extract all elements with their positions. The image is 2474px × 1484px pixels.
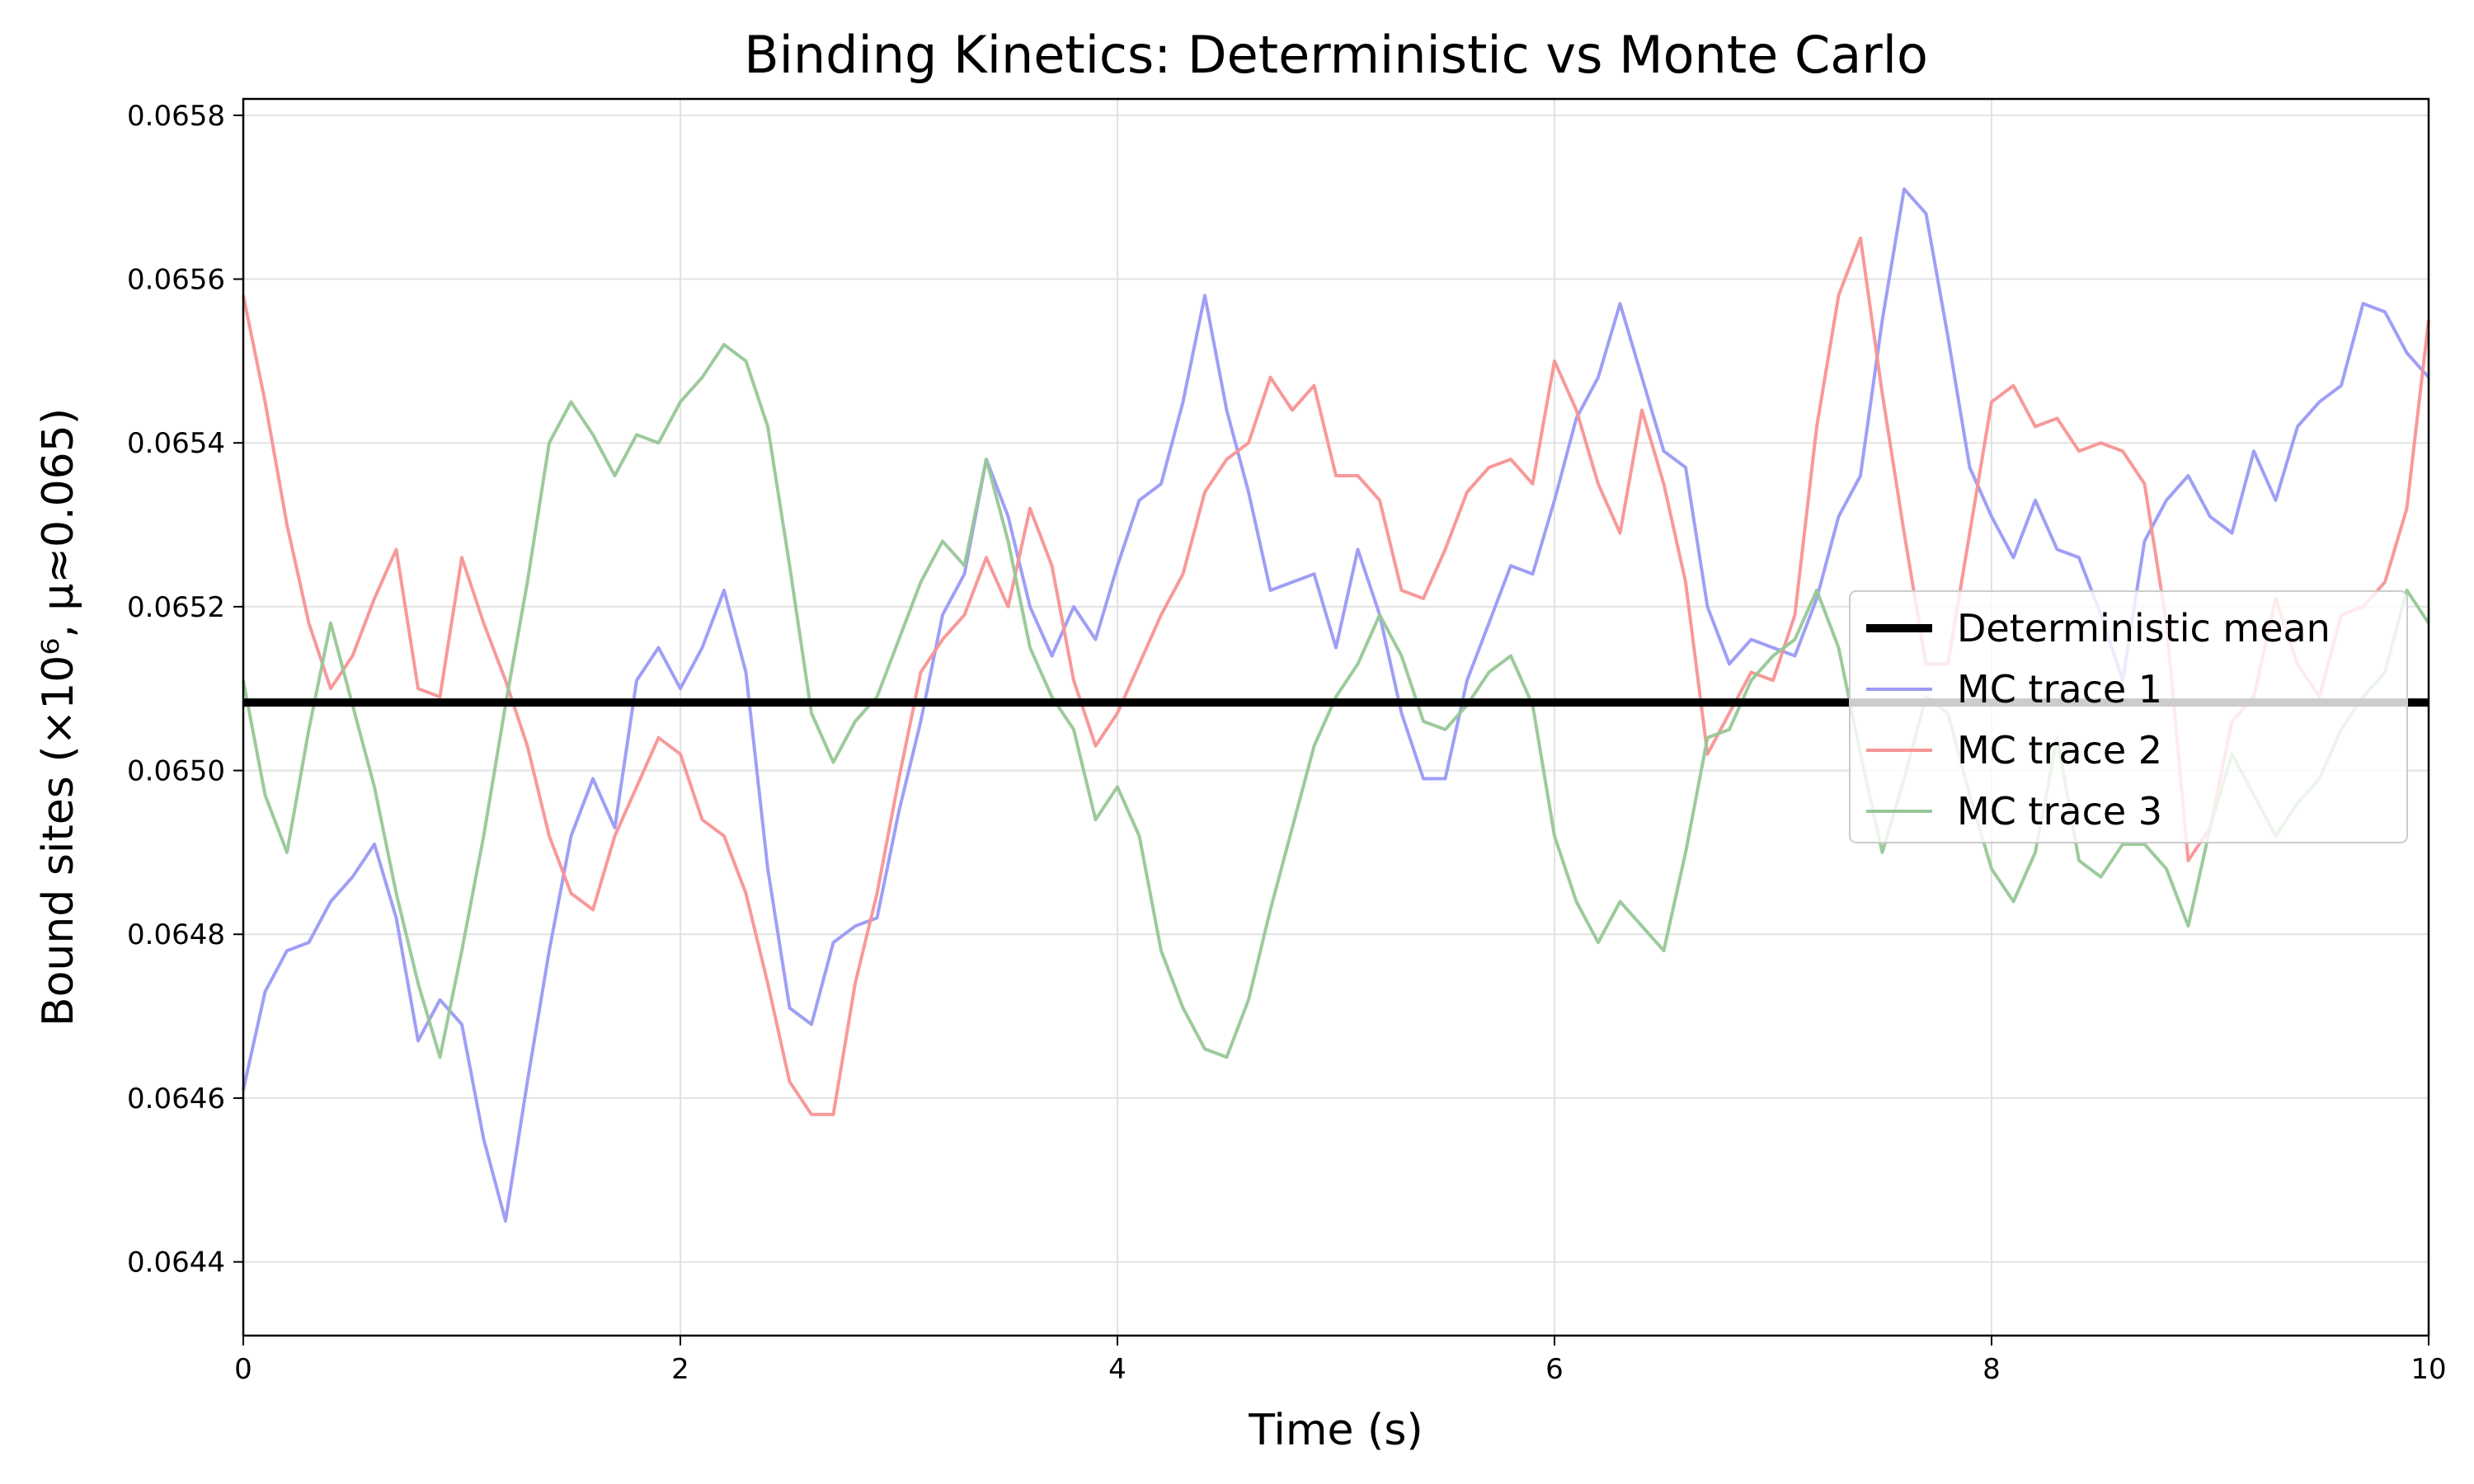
y-tick-label: 0.0646 [127,1082,225,1115]
legend-label-2: MC trace 2 [1957,728,2162,773]
x-tick-label: 2 [671,1353,689,1386]
legend-label-3: MC trace 3 [1957,789,2162,834]
y-tick-label: 0.0648 [127,918,225,951]
series-line-2 [242,236,2430,1116]
x-tick-label: 0 [234,1353,252,1386]
y-tick-label: 0.0656 [127,264,225,297]
y-tick-label: 0.0658 [127,100,225,133]
plot-frame [242,97,2430,1337]
legend-label-1: MC trace 1 [1957,667,2162,711]
x-axis-label: Time (s) [1248,1406,1423,1455]
series-line-1 [242,187,2430,1223]
y-tick-label: 0.0654 [127,427,225,460]
x-tick-label: 6 [1545,1353,1564,1386]
x-tick-label: 10 [2411,1353,2446,1386]
legend-label-0: Deterministic mean [1957,606,2331,650]
x-tick-label: 4 [1108,1353,1126,1386]
y-tick-label: 0.0652 [127,591,225,624]
y-tick-label: 0.0650 [127,755,225,788]
y-tick-label: 0.0644 [127,1247,225,1280]
axis-ticks: 0 2 4 6 8 10 0.0644 0.0646 0.0648 0.0650 0.0652 0.0… [127,100,2447,1386]
x-tick-label: 8 [1982,1353,2001,1386]
legend-box [1849,590,2408,843]
chart-title: Binding Kinetics: Deterministic vs Monte… [744,25,1928,85]
legend: Deterministic mean MC trace 1 MC trace 2 MC… [1849,590,2408,843]
y-axis-label: Bound sites (×10⁶, μ≈0.065) [34,408,83,1026]
